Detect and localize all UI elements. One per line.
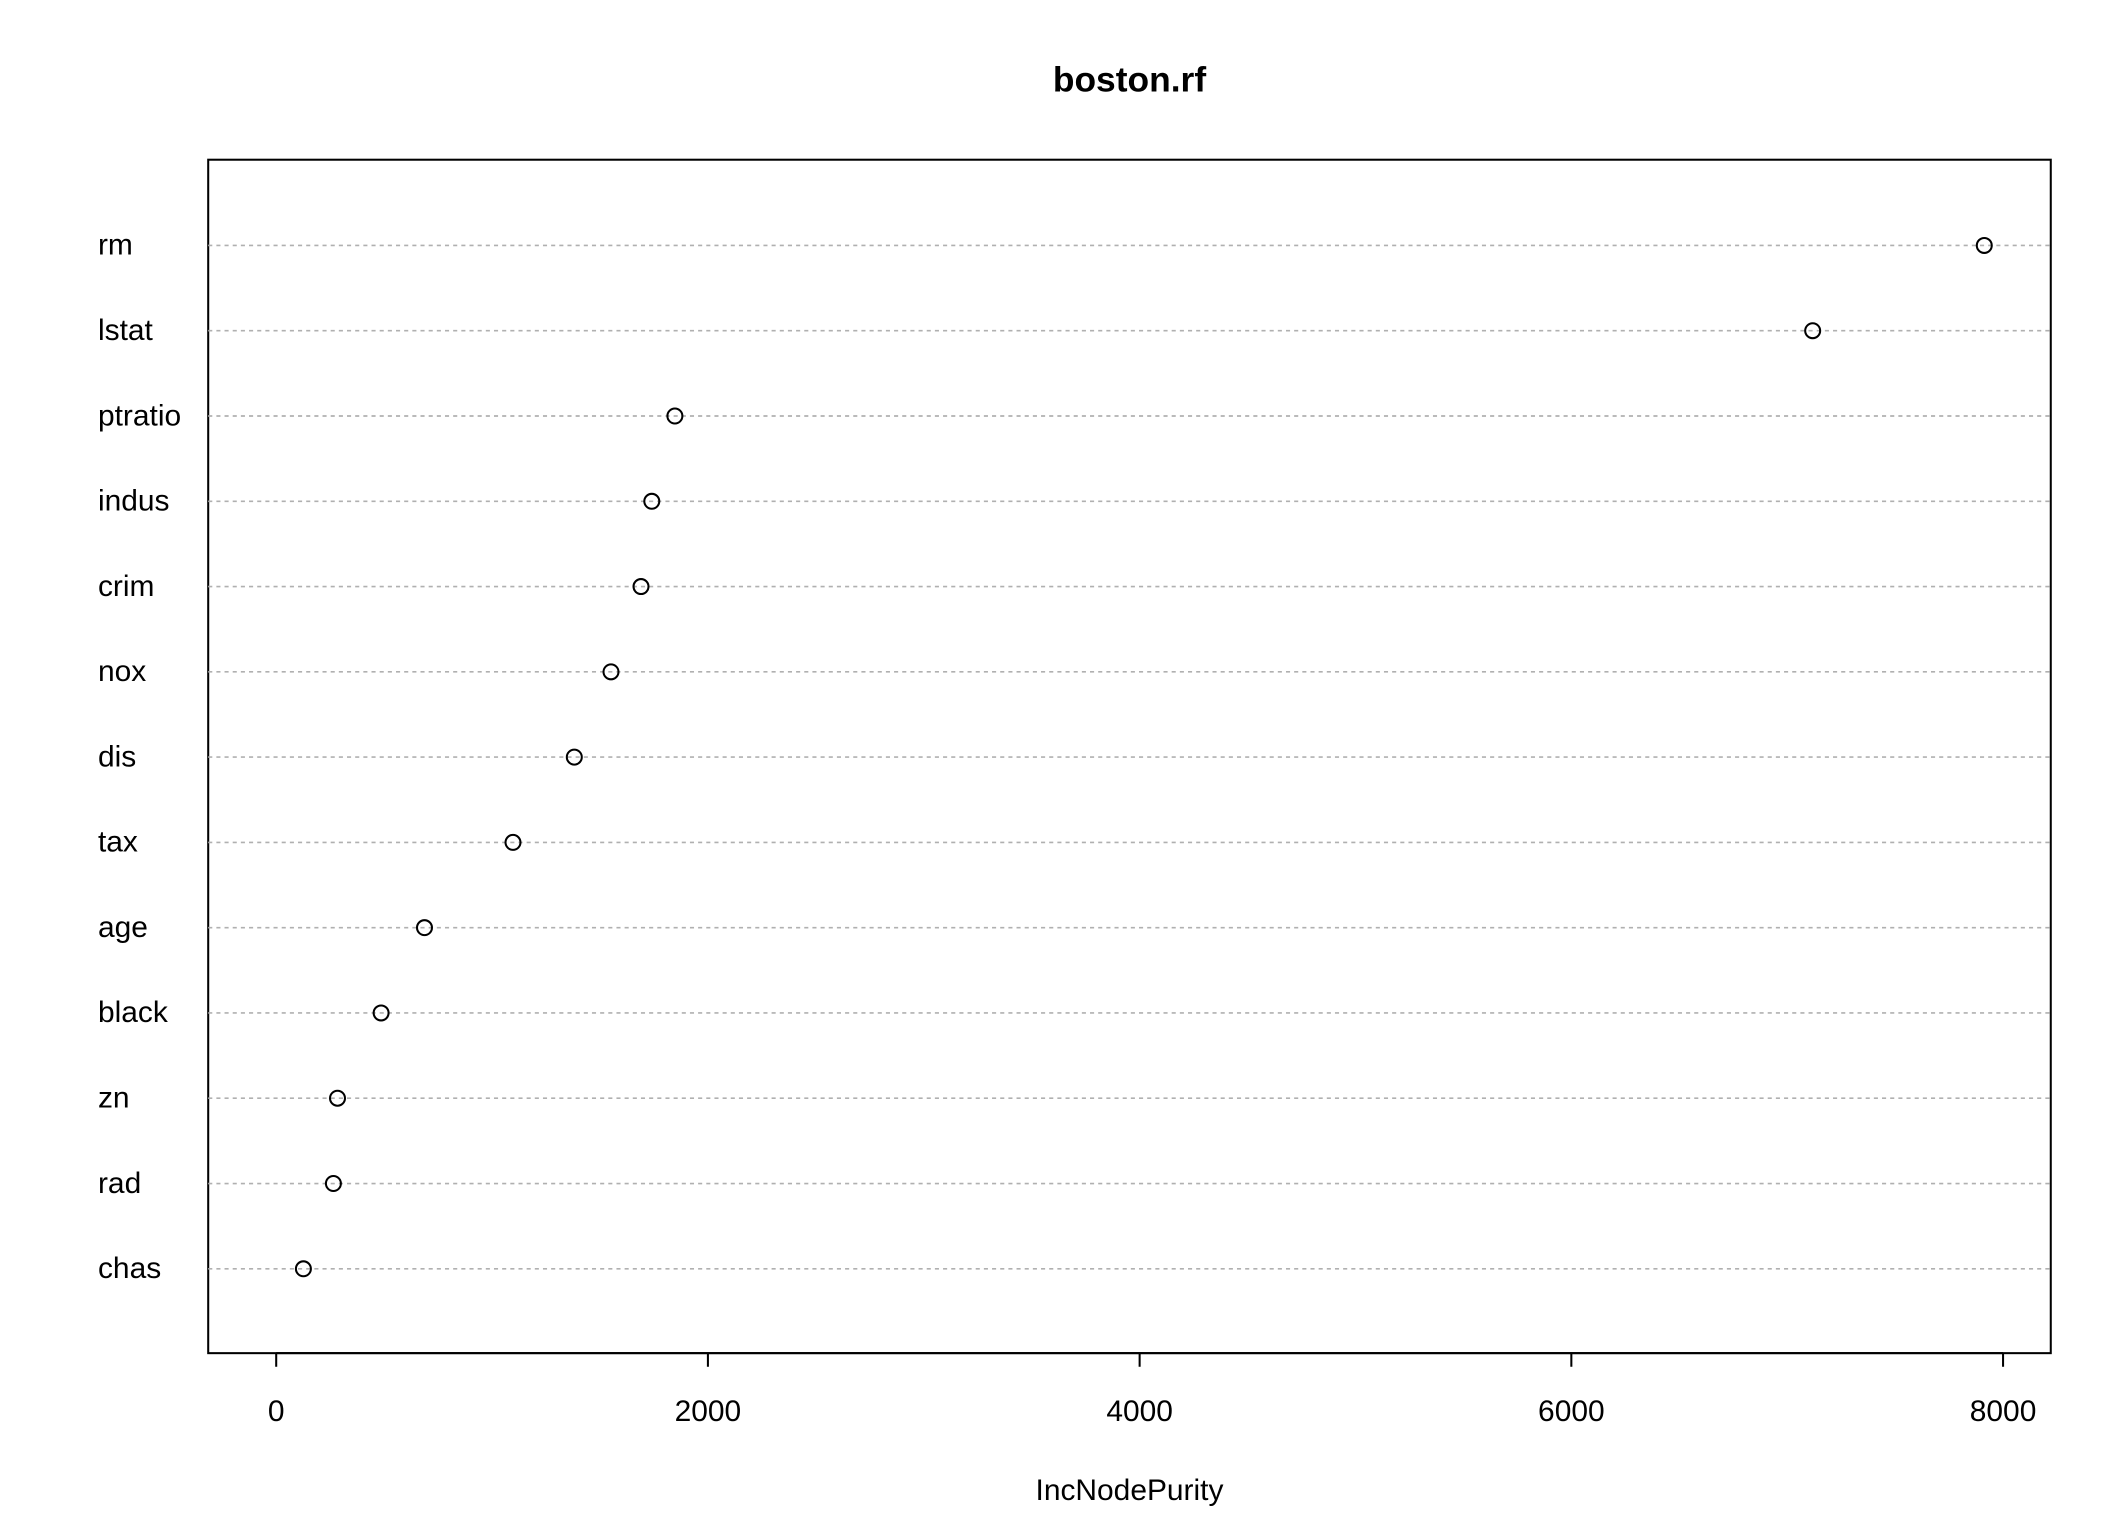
y-category-label: tax bbox=[98, 826, 138, 859]
point bbox=[1804, 322, 1822, 340]
y-category-label: crim bbox=[98, 570, 154, 603]
y-category-label: chas bbox=[98, 1252, 161, 1285]
x-axis-label: IncNodePurity bbox=[1036, 1474, 1224, 1507]
x-tick-label: 8000 bbox=[1970, 1395, 2037, 1428]
y-category-label: ptratio bbox=[98, 399, 181, 432]
point bbox=[602, 663, 620, 681]
point bbox=[643, 492, 661, 510]
point bbox=[324, 1174, 342, 1193]
x-tick-label: 6000 bbox=[1538, 1395, 1605, 1428]
point bbox=[632, 578, 650, 596]
point bbox=[504, 833, 522, 851]
chart-title: boston.rf bbox=[1053, 60, 1206, 99]
point bbox=[328, 1089, 347, 1107]
point bbox=[565, 748, 583, 766]
y-category-label: age bbox=[98, 911, 148, 944]
y-category-label: rad bbox=[98, 1167, 141, 1200]
x-tick-label: 2000 bbox=[675, 1395, 742, 1428]
point bbox=[666, 407, 684, 425]
y-category-label: nox bbox=[98, 655, 146, 688]
x-tick-label: 4000 bbox=[1106, 1395, 1173, 1428]
y-category-label: dis bbox=[98, 740, 136, 773]
x-tick-label: 0 bbox=[268, 1395, 285, 1428]
point bbox=[372, 1004, 390, 1022]
y-category-label: black bbox=[98, 996, 168, 1029]
plot-frame bbox=[207, 158, 2052, 1355]
point bbox=[415, 919, 434, 937]
point bbox=[1975, 236, 1993, 254]
point bbox=[294, 1260, 312, 1278]
y-category-label: zn bbox=[98, 1081, 130, 1114]
y-category-label: rm bbox=[98, 229, 133, 262]
y-category-label: lstat bbox=[98, 314, 154, 347]
y-category-label: indus bbox=[98, 485, 170, 518]
